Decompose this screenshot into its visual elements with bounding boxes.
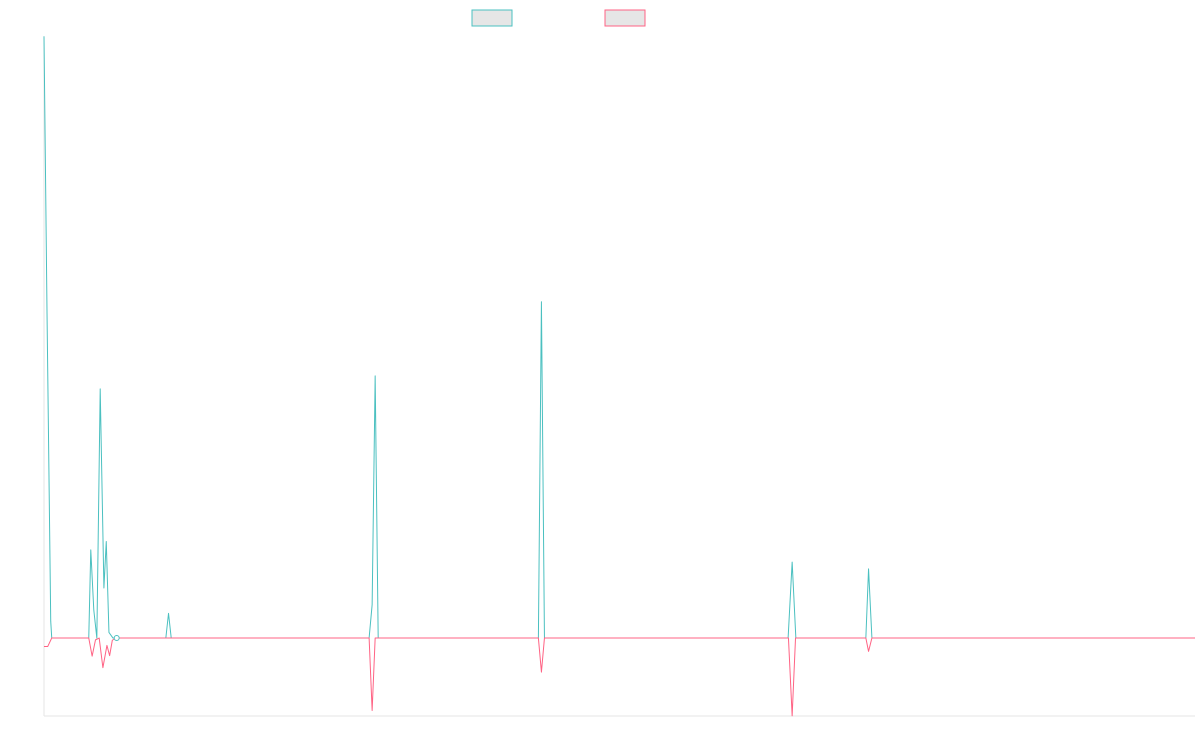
legend-item-1[interactable] [471,9,513,27]
legend [471,9,646,27]
legend-item-2[interactable] [604,9,646,27]
axes [43,36,1195,717]
series-2-line [44,637,1195,717]
highlight-point [113,635,120,642]
series-layer [43,36,1195,717]
legend-swatch [471,9,513,27]
series-2 [44,637,1195,717]
series-1-line [43,36,1195,639]
series-1 [43,36,1195,639]
legend-swatch [604,9,646,27]
